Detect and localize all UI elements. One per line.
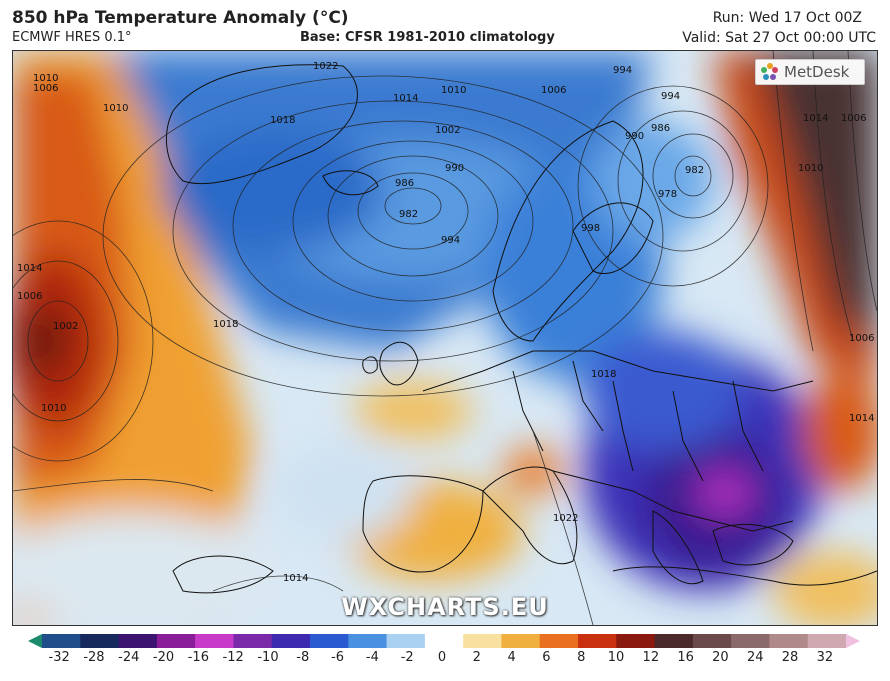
isobar-label: 982 <box>399 209 418 220</box>
colorbar-segment <box>348 634 388 648</box>
colorbar-tick-label: 8 <box>577 650 586 665</box>
colorbar-tick-label: 16 <box>677 650 694 665</box>
colorbar-tick-label: 10 <box>607 650 625 665</box>
colorbar-segment <box>692 634 732 648</box>
colorbar-segment <box>424 634 464 648</box>
colorbar-tick-label: -8 <box>296 650 310 665</box>
colorbar <box>28 634 860 648</box>
colorbar-tick-label: -10 <box>257 650 279 665</box>
chart-title: 850 hPa Temperature Anomaly (°C) <box>12 8 349 28</box>
isobar-label: 1010 <box>41 403 66 414</box>
isobar-label: 1002 <box>53 321 78 332</box>
colorbar-tick-label: 20 <box>712 650 729 665</box>
isobar-label: 1022 <box>553 513 578 524</box>
colorbar-arrow-right <box>846 634 860 648</box>
colorbar-segment <box>769 634 809 648</box>
colorbar-segment <box>233 634 273 648</box>
isobar-label: 994 <box>441 235 460 246</box>
colorbar-segment <box>195 634 234 648</box>
anomaly-map[interactable]: 1022 1014 1010 1006 1002 990 986 982 994… <box>12 50 878 626</box>
isobar-label: 1018 <box>270 115 295 126</box>
colorbar-tick-label: 28 <box>781 650 799 665</box>
colorbar-tick-label: 4 <box>507 650 516 665</box>
coastlines <box>165 64 877 594</box>
colorbar-tick-label: -16 <box>187 650 209 665</box>
isobar-label: 1002 <box>435 125 460 136</box>
isobar-label: 982 <box>685 165 704 176</box>
colorbar-segment <box>654 634 694 648</box>
colorbar-segment <box>386 634 426 648</box>
colorbar-segment <box>310 634 349 648</box>
isobar-lines <box>13 51 877 625</box>
isobar-label: 1014 <box>283 573 308 584</box>
isobar-label: 998 <box>581 223 600 234</box>
colorbar-tick-label: 24 <box>746 650 764 665</box>
climatology-base: Base: CFSR 1981-2010 climatology <box>300 30 555 45</box>
colorbar-tick-label: -24 <box>118 650 140 665</box>
metdesk-flower-icon <box>761 63 778 80</box>
colorbar-tick-label: -2 <box>400 650 414 665</box>
model-name: ECMWF HRES 0.1° <box>12 30 132 45</box>
logo-text: MetDesk <box>784 63 850 81</box>
isobar-label: 1014 <box>393 93 418 104</box>
colorbar-tick-label: 2 <box>472 650 481 665</box>
isobar-label: 1010 <box>103 103 128 114</box>
isobar-label: 1006 <box>17 291 42 302</box>
isobar-label: 990 <box>625 131 644 142</box>
colorbar-segment <box>807 634 847 648</box>
colorbar-tick-label: -4 <box>365 650 379 665</box>
isobar-label: 994 <box>613 65 632 76</box>
colorbar-segment <box>616 634 656 648</box>
isobar-label: 1014 <box>849 413 874 424</box>
colorbar-arrow-left <box>28 634 42 648</box>
colorbar-tick-label: 0 <box>437 650 447 665</box>
isobar-label: 1006 <box>33 83 58 94</box>
colorbar-segment <box>42 634 81 648</box>
isobar-label: 1014 <box>17 263 42 274</box>
isobar-label: 1018 <box>591 369 616 380</box>
colorbar-tick-label: -28 <box>83 650 105 665</box>
isobar-label: 1006 <box>841 113 866 124</box>
colorbar-segment <box>80 634 120 648</box>
watermark: WXCHARTS.EU <box>341 593 549 621</box>
colorbar-segment <box>118 634 158 648</box>
colorbar-segment <box>501 634 541 648</box>
colorbar-segment <box>271 634 311 648</box>
isobar-label: 1010 <box>33 73 58 84</box>
colorbar-segment <box>156 634 196 648</box>
isobar-label: 1014 <box>803 113 828 124</box>
colorbar-tick-label: 32 <box>816 650 834 665</box>
run-time: Run: Wed 17 Oct 00Z <box>712 10 862 26</box>
colorbar-segment <box>463 634 502 648</box>
isobar-label: 986 <box>395 178 414 189</box>
colorbar-segments <box>28 634 860 648</box>
isobar-labels: 1022 1014 1010 1006 1002 990 986 982 994… <box>17 61 874 584</box>
isobar-label: 1006 <box>849 333 874 344</box>
valid-time: Valid: Sat 27 Oct 00:00 UTC <box>682 30 876 46</box>
isobar-label: 1010 <box>798 163 823 174</box>
isobar-label: 986 <box>651 123 670 134</box>
colorbar-tick-label: 12 <box>642 650 660 665</box>
colorbar-tick-label: -32 <box>48 650 70 665</box>
metdesk-logo: MetDesk <box>755 59 865 85</box>
colorbar-segment <box>578 634 617 648</box>
colorbar-tick-label: 6 <box>542 650 551 665</box>
colorbar-tick-label: -6 <box>331 650 345 665</box>
colorbar-ticks: -32 -28 -24 -20 -16 -12 -10 -8 -6 -4 -2 0 2 4 6 8 10 12 16… <box>0 650 890 670</box>
isobar-label: 1018 <box>213 319 238 330</box>
colorbar-tick-label: -20 <box>152 650 175 665</box>
isobar-label: 994 <box>661 91 680 102</box>
isobar-label: 1022 <box>313 61 338 72</box>
colorbar-segment <box>731 634 770 648</box>
colorbar-segment <box>539 634 579 648</box>
map-svg: 1022 1014 1010 1006 1002 990 986 982 994… <box>13 51 877 625</box>
isobar-label: 1010 <box>441 85 466 96</box>
isobar-label: 990 <box>445 163 464 174</box>
colorbar-tick-label: -12 <box>222 650 244 665</box>
isobar-label: 1006 <box>541 85 566 96</box>
isobar-label: 978 <box>658 189 677 200</box>
